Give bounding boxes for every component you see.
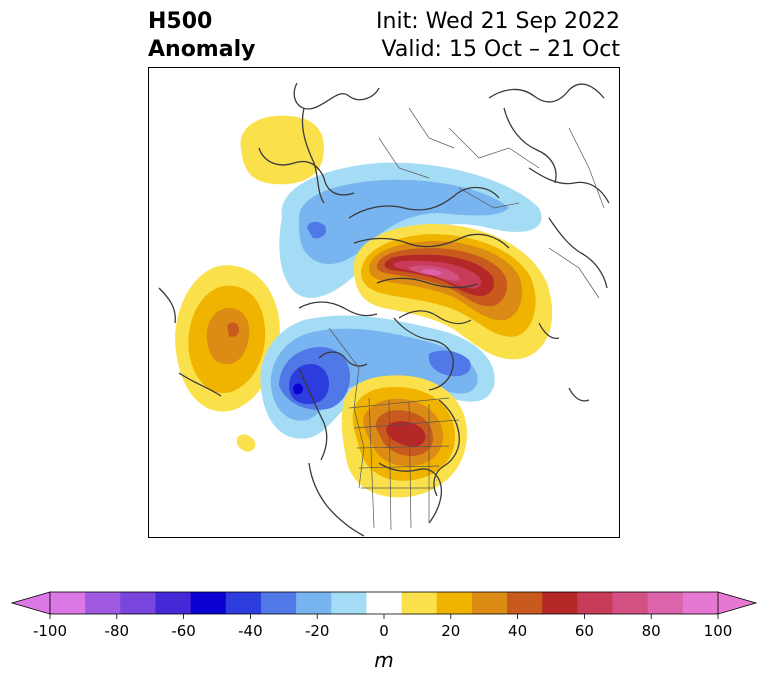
colorbar-tick-label: 0: [379, 622, 389, 640]
colorbar-tick-label: -80: [105, 622, 130, 640]
colorbar-segment: [647, 592, 684, 614]
map-panel: [148, 67, 620, 538]
colorbar-segment: [471, 592, 508, 614]
colorbar-graphic: -100 -80 -60 -40 -20 0 20 40 60 80 100: [10, 591, 758, 640]
colorbar-tick-label: -100: [33, 622, 67, 640]
anomaly-namerica-positive: [341, 375, 467, 498]
colorbar-tick-label: -20: [305, 622, 330, 640]
colorbar-segment: [366, 592, 402, 614]
colorbar-tick-label: 60: [575, 622, 594, 640]
colorbar-segment: [612, 592, 649, 614]
colorbar-tick-label: 20: [441, 622, 460, 640]
colorbar-segment: [296, 592, 332, 614]
colorbar-tick-label: 100: [704, 622, 733, 640]
title-line-2: Anomaly: [148, 37, 256, 62]
anomaly-map: [158, 82, 610, 537]
init-time: Init: Wed 21 Sep 2022: [376, 9, 620, 34]
colorbar-segment: [190, 592, 227, 614]
colorbar-tick-label: -40: [238, 622, 263, 640]
colorbar: -100 -80 -60 -40 -20 0 20 40 60 80 100: [0, 584, 768, 674]
anomaly-arctic-positive: [353, 223, 553, 360]
colorbar-segment: [401, 592, 438, 614]
colorbar-under-extension: [10, 591, 51, 615]
coastlines: [158, 82, 610, 537]
colorbar-segment: [120, 592, 156, 614]
colorbar-segment: [155, 592, 192, 614]
colorbar-segment: [542, 592, 578, 614]
colorbar-segment: [682, 592, 719, 614]
colorbar-tick-label: -60: [171, 622, 196, 640]
political-borders: [328, 107, 605, 531]
run-info: Init: Wed 21 Sep 2022 Valid: 15 Oct – 21…: [376, 8, 620, 64]
colorbar-segment: [507, 592, 543, 614]
anomaly-greenland-positive: [240, 115, 324, 185]
valid-period: Valid: 15 Oct – 21 Oct: [381, 37, 620, 62]
colorbar-unit-label: m: [374, 648, 394, 672]
colorbar-over-extension: [717, 591, 758, 615]
title-line-1: H500: [148, 9, 213, 34]
anomaly-pacific-positive: [175, 265, 280, 452]
colorbar-segment: [436, 592, 473, 614]
chart-title: H500 Anomaly: [148, 8, 255, 64]
colorbar-segment: [85, 592, 121, 614]
colorbar-segment: [331, 592, 367, 614]
colorbar-segment: [260, 592, 297, 614]
colorbar-tick-label: 80: [642, 622, 661, 640]
colorbar-segment: [50, 592, 86, 614]
colorbar-segment: [225, 592, 262, 614]
colorbar-segment: [577, 592, 613, 614]
colorbar-tick-label: 40: [508, 622, 527, 640]
